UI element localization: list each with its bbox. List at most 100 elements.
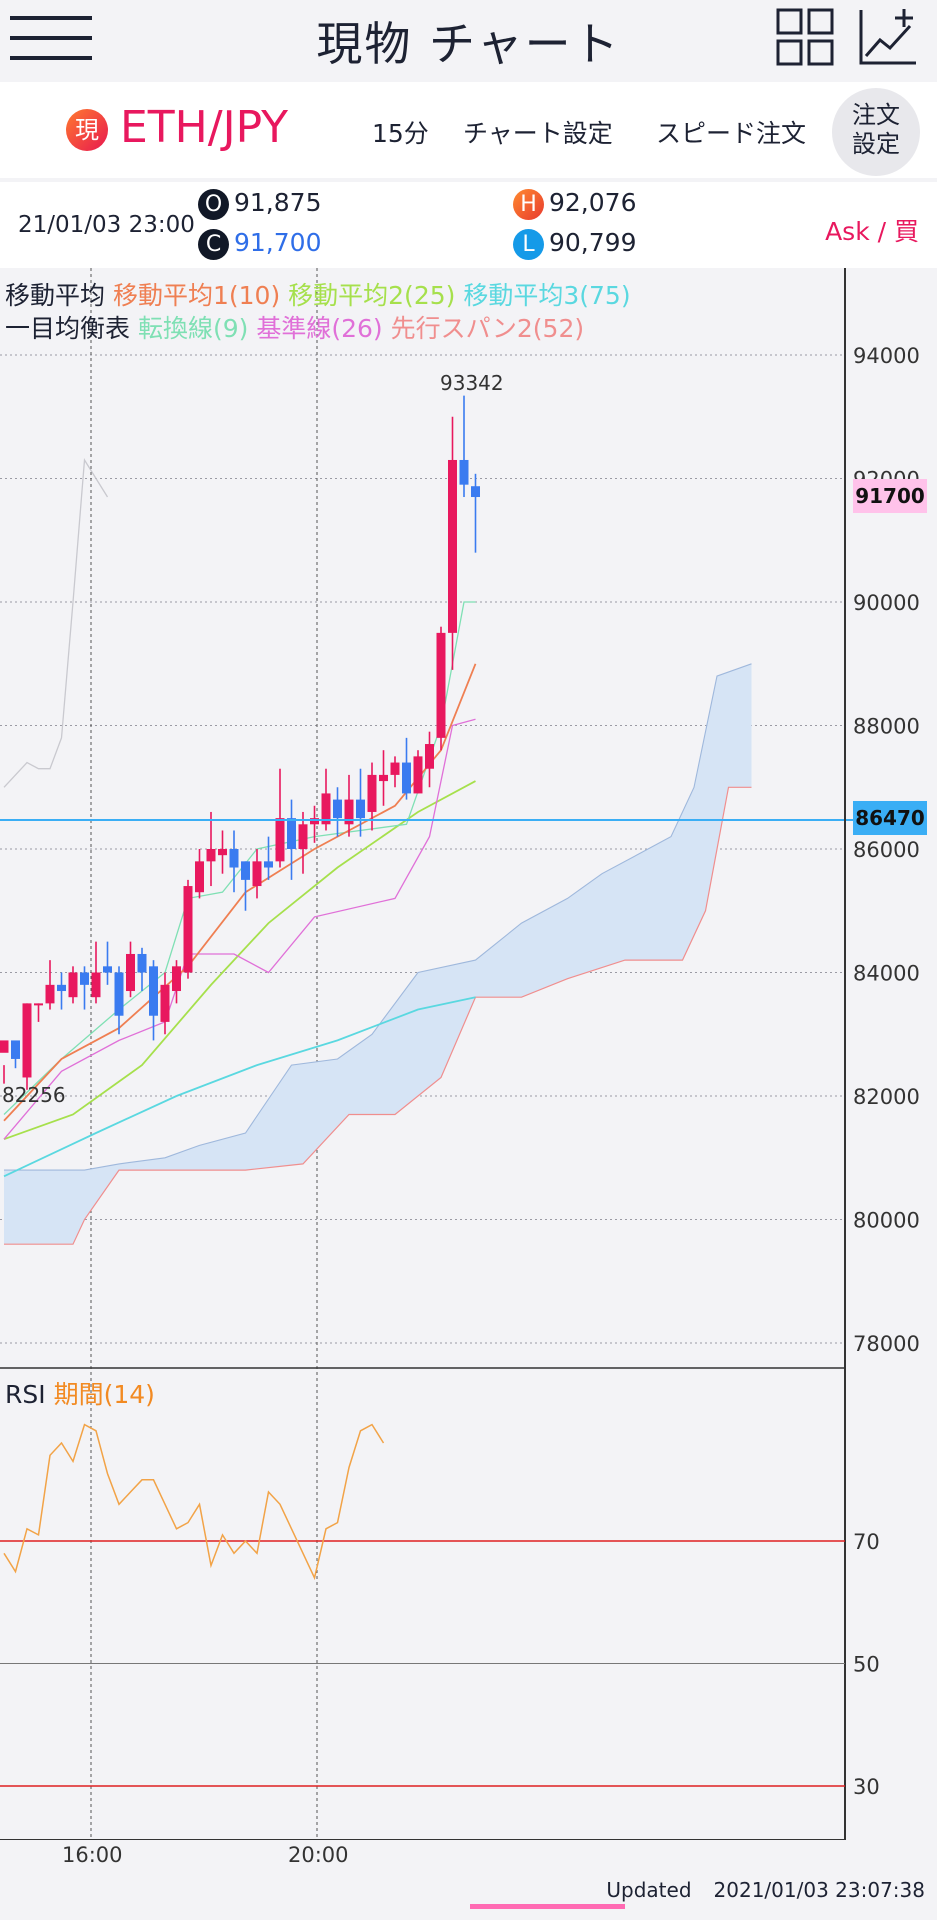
grid-layout-icon[interactable] (776, 8, 834, 66)
candle-body (206, 849, 216, 862)
candle-body (390, 762, 400, 775)
candle-body (402, 762, 411, 794)
low-badge: L (513, 228, 544, 260)
ma2-legend: 移動平均2(25) (288, 281, 456, 310)
senkou1-line (4, 663, 752, 1171)
senkou2-legend: 先行スパン2(52) (390, 314, 585, 343)
tenkan-legend: 転換線(9) (137, 314, 249, 343)
candle-body (287, 818, 296, 849)
candle-body (344, 799, 354, 825)
chart-add-icon[interactable] (858, 6, 918, 66)
candle-body (367, 774, 377, 812)
kijun-legend: 基準線(26) (256, 314, 383, 343)
price-axis-label: 84000 (853, 962, 920, 986)
high-value: H 92,076 (513, 188, 636, 220)
ma3-legend: 移動平均3(75) (463, 281, 631, 310)
interval-selector[interactable]: 15分 (372, 119, 429, 148)
high-mark-label: 93342 (440, 371, 504, 395)
candle-body (471, 486, 480, 498)
updated-time: 2021/01/03 23:07:38 (713, 1878, 925, 1902)
candle-body (436, 632, 446, 738)
candle-body (275, 818, 285, 862)
ichimoku-legend: 一目均衡表 転換線(9) 基準線(26) 先行スパン2(52) (5, 309, 584, 345)
ma3-line (3, 996, 476, 1178)
candle-body (425, 744, 434, 769)
symbol-toolbar: 現 ETH/JPY 15分 チャート設定 スピード注文 注文 設定 (0, 82, 937, 178)
order-settings-label-2: 設定 (852, 130, 900, 158)
candle-body (80, 972, 89, 985)
spot-badge: 現 (66, 109, 108, 151)
price-axis-label: 80000 (853, 1209, 920, 1233)
time-axis-label: 16:00 (62, 1843, 123, 1867)
chart-settings-button[interactable]: チャート設定 (463, 119, 613, 148)
candle-body (126, 953, 135, 992)
hamburger-menu-icon[interactable] (10, 16, 92, 60)
candle-body (114, 972, 124, 1016)
footer: Updated 2021/01/03 23:07:38 (0, 1868, 937, 1920)
speed-order-button[interactable]: スピード注文 (656, 119, 807, 148)
updated-label: Updated (606, 1878, 692, 1902)
open-value: O 91,875 (198, 188, 321, 220)
chart-background (0, 268, 937, 1840)
ichimoku-cloud (4, 663, 752, 1245)
candle-body (45, 984, 55, 1004)
price-line-tag[interactable]: 86470 (853, 801, 927, 835)
candle-body (11, 1040, 20, 1059)
low-mark-label: 82256 (2, 1083, 66, 1107)
ask-buy-toggle[interactable]: Ask / 買 (825, 217, 919, 246)
rsi-legend-title: RSI (5, 1380, 46, 1409)
chart-area[interactable]: 9400092000900008800086000840008200080000… (0, 268, 937, 1840)
price-axis-label: 78000 (853, 1332, 920, 1356)
rsi-axis-label: 50 (853, 1653, 880, 1677)
candle-body (298, 824, 308, 849)
rsi-legend: RSI 期間(14) (5, 1375, 155, 1411)
price-axis-label: 90000 (853, 591, 920, 615)
candle-body (195, 861, 204, 893)
high-badge: H (513, 188, 544, 220)
candle-body (459, 459, 469, 485)
candle-body (0, 1040, 9, 1053)
price-axis-label: 82000 (853, 1085, 920, 1109)
page-title: 現物 チャート (316, 17, 621, 71)
candle-body (218, 849, 227, 856)
ichimoku-legend-title: 一目均衡表 (5, 314, 131, 343)
scroll-indicator (470, 1904, 625, 1909)
kijun-line (3, 718, 476, 1140)
current-price-tag: 91700 (853, 479, 927, 513)
ma-legend-title: 移動平均 (5, 281, 106, 310)
price-axis-label: 94000 (853, 344, 920, 368)
candle-body (57, 984, 66, 992)
candle-body (310, 818, 319, 825)
close-value: C 91,700 (198, 228, 321, 260)
low-value: L 90,799 (513, 228, 636, 260)
candle-body (229, 849, 239, 868)
price-chart-canvas[interactable]: 9400092000900008800086000840008200080000… (0, 268, 937, 1840)
rsi-axis-label: 30 (853, 1775, 880, 1799)
rsi-period-legend: 期間(14) (53, 1380, 155, 1409)
ma-legend: 移動平均 移動平均1(10) 移動平均2(25) 移動平均3(75) (5, 276, 631, 312)
candle-body (321, 793, 331, 825)
candle-body (68, 972, 78, 998)
ma2-line (3, 780, 476, 1141)
candle-body (149, 966, 158, 1016)
chikou-span-line (3, 457, 109, 788)
price-axis-label: 88000 (853, 715, 920, 739)
senkou2-line (4, 786, 752, 1245)
candle-body (34, 1003, 43, 1006)
candle-body (103, 966, 112, 973)
candle-body (160, 984, 170, 1022)
candle-body (183, 886, 193, 973)
candle-body (264, 861, 273, 868)
ma1-legend: 移動平均1(10) (112, 281, 281, 310)
symbol-selector[interactable]: ETH/JPY (120, 102, 289, 153)
ohlc-bar: 21/01/03 23:00 O 91,875 C 91,700 H 92,076 L… (0, 182, 937, 268)
order-settings-button[interactable]: 注文 設定 (832, 88, 920, 176)
candle-body (22, 1003, 32, 1078)
candle-body (413, 756, 423, 794)
ohlc-datetime: 21/01/03 23:00 (18, 212, 195, 238)
rsi-axis-label: 70 (853, 1530, 880, 1554)
candle-body (241, 861, 250, 880)
time-axis-label: 20:00 (288, 1843, 349, 1867)
candle-body (333, 799, 342, 819)
open-badge: O (198, 188, 229, 220)
